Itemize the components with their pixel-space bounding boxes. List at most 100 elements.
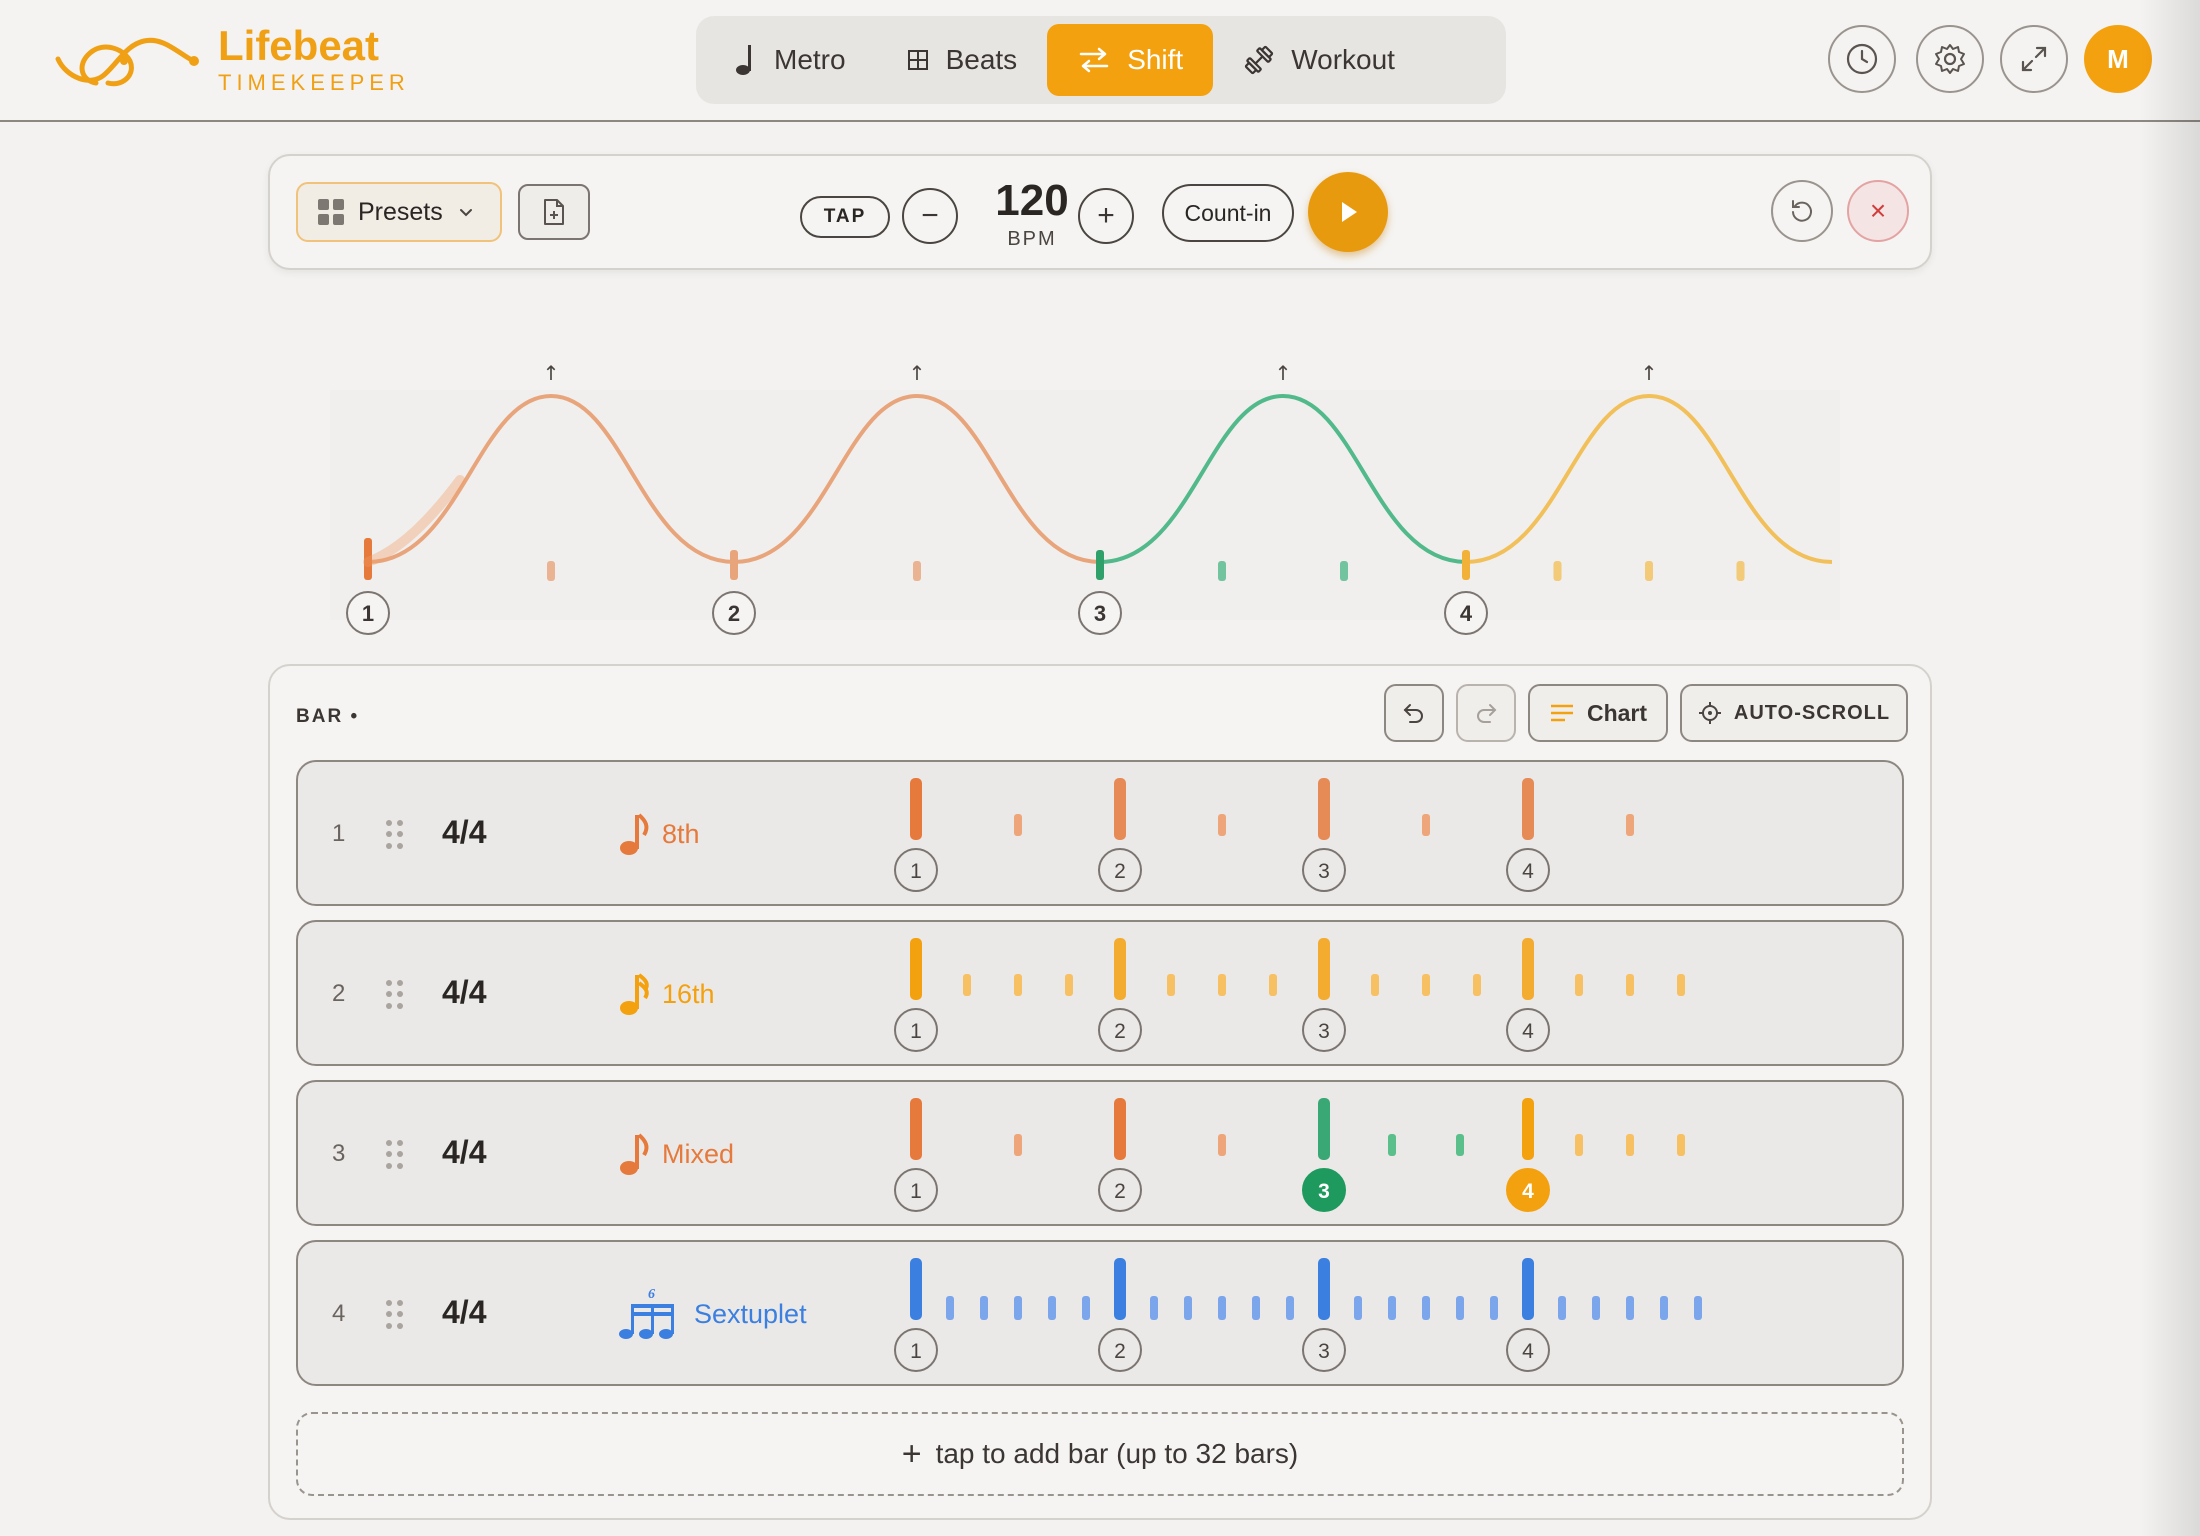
beat-tick[interactable] xyxy=(910,1258,922,1320)
sub-tick[interactable] xyxy=(1490,1296,1498,1320)
sub-tick[interactable] xyxy=(1388,1134,1396,1156)
bpm-increase-button[interactable]: + xyxy=(1078,188,1134,244)
beat-tick[interactable] xyxy=(1318,938,1330,1000)
beat-tick[interactable] xyxy=(1114,778,1126,840)
beat-marker[interactable] xyxy=(1506,1328,1550,1372)
sub-tick[interactable] xyxy=(1626,1296,1634,1320)
sub-tick[interactable] xyxy=(1422,1296,1430,1320)
sub-tick[interactable] xyxy=(1354,1296,1362,1320)
sub-tick[interactable] xyxy=(1422,974,1430,996)
bar-row[interactable]: 2 4/4 16th 1 2 3 4 xyxy=(296,920,1904,1066)
beat-marker[interactable] xyxy=(1098,1168,1142,1212)
beat-marker[interactable] xyxy=(894,1168,938,1212)
count-in-button[interactable]: Count-in xyxy=(1162,184,1294,242)
sub-tick[interactable] xyxy=(1065,974,1073,996)
beat-tick[interactable] xyxy=(1114,1098,1126,1160)
sub-tick[interactable] xyxy=(1626,1134,1634,1156)
sub-tick[interactable] xyxy=(1456,1134,1464,1156)
app-logo[interactable]: Lifebeat TIMEKEEPER xyxy=(52,24,410,96)
beat-tick[interactable] xyxy=(910,778,922,840)
beat-marker[interactable] xyxy=(1302,1008,1346,1052)
time-signature[interactable]: 4/4 xyxy=(442,1134,487,1170)
sub-tick[interactable] xyxy=(1677,974,1685,996)
sub-tick[interactable] xyxy=(1014,814,1022,836)
save-preset-button[interactable] xyxy=(518,184,590,240)
undo-button[interactable] xyxy=(1384,684,1444,742)
drag-handle-icon[interactable] xyxy=(386,980,404,1010)
sub-tick[interactable] xyxy=(1575,974,1583,996)
beat-tick[interactable] xyxy=(1318,1098,1330,1160)
beat-tick[interactable] xyxy=(910,938,922,1000)
sub-tick[interactable] xyxy=(1626,814,1634,836)
subdivision-selector[interactable]: Mixed xyxy=(618,1126,734,1182)
sub-tick[interactable] xyxy=(1252,1296,1260,1320)
drag-handle-icon[interactable] xyxy=(386,820,404,850)
sub-tick[interactable] xyxy=(1184,1296,1192,1320)
drag-handle-icon[interactable] xyxy=(386,1300,404,1330)
close-button[interactable]: × xyxy=(1847,180,1909,242)
sub-tick[interactable] xyxy=(1677,1134,1685,1156)
tap-tempo-button[interactable]: TAP xyxy=(800,196,890,238)
sub-tick[interactable] xyxy=(1456,1296,1464,1320)
sub-tick[interactable] xyxy=(1014,1296,1022,1320)
sub-tick[interactable] xyxy=(946,1296,954,1320)
sub-tick[interactable] xyxy=(1575,1134,1583,1156)
sub-tick[interactable] xyxy=(1694,1296,1702,1320)
bpm-decrease-button[interactable]: − xyxy=(902,188,958,244)
sub-tick[interactable] xyxy=(1082,1296,1090,1320)
history-button[interactable] xyxy=(1828,25,1896,93)
beat-marker[interactable] xyxy=(1506,1168,1550,1212)
beat-tick[interactable] xyxy=(1114,1258,1126,1320)
sub-tick[interactable] xyxy=(1218,1296,1226,1320)
sub-tick[interactable] xyxy=(1014,974,1022,996)
add-bar-button[interactable]: + tap to add bar (up to 32 bars) xyxy=(296,1412,1904,1496)
bar-row[interactable]: 3 4/4 Mixed 1 2 3 4 xyxy=(296,1080,1904,1226)
beat-tick[interactable] xyxy=(1318,1258,1330,1320)
bar-row[interactable]: 4 4/4 6 Sextuplet 1 2 3 4 xyxy=(296,1240,1904,1386)
sub-tick[interactable] xyxy=(1473,974,1481,996)
sub-tick[interactable] xyxy=(1626,974,1634,996)
beat-tick[interactable] xyxy=(1318,778,1330,840)
tab-shift[interactable]: Shift xyxy=(1047,24,1214,96)
time-signature[interactable]: 4/4 xyxy=(442,814,487,850)
beat-marker[interactable] xyxy=(1506,848,1550,892)
auto-scroll-button[interactable]: AUTO-SCROLL xyxy=(1680,684,1908,742)
beat-marker[interactable] xyxy=(1098,1008,1142,1052)
user-avatar[interactable]: M xyxy=(2084,25,2152,93)
beat-marker[interactable] xyxy=(1302,848,1346,892)
sub-tick[interactable] xyxy=(1218,814,1226,836)
presets-dropdown[interactable]: Presets xyxy=(296,182,502,242)
sub-tick[interactable] xyxy=(1269,974,1277,996)
beat-marker[interactable] xyxy=(1506,1008,1550,1052)
subdivision-selector[interactable]: 8th xyxy=(618,806,700,862)
beat-marker[interactable] xyxy=(894,848,938,892)
time-signature[interactable]: 4/4 xyxy=(442,974,487,1010)
settings-button[interactable] xyxy=(1916,25,1984,93)
sub-tick[interactable] xyxy=(1660,1296,1668,1320)
sub-tick[interactable] xyxy=(1167,974,1175,996)
tab-workout[interactable]: Workout xyxy=(1213,24,1425,96)
beat-tick[interactable] xyxy=(910,1098,922,1160)
tab-beats[interactable]: Beats xyxy=(876,24,1048,96)
beat-tick[interactable] xyxy=(1522,778,1534,840)
drag-handle-icon[interactable] xyxy=(386,1140,404,1170)
sub-tick[interactable] xyxy=(1371,974,1379,996)
sub-tick[interactable] xyxy=(1218,974,1226,996)
bar-row[interactable]: 1 4/4 8th 1 2 3 4 xyxy=(296,760,1904,906)
beat-marker[interactable] xyxy=(1098,1328,1142,1372)
sub-tick[interactable] xyxy=(980,1296,988,1320)
beat-marker[interactable] xyxy=(1098,848,1142,892)
beat-marker[interactable] xyxy=(1302,1168,1346,1212)
sub-tick[interactable] xyxy=(963,974,971,996)
sub-tick[interactable] xyxy=(1014,1134,1022,1156)
sub-tick[interactable] xyxy=(1048,1296,1056,1320)
sub-tick[interactable] xyxy=(1558,1296,1566,1320)
beat-tick[interactable] xyxy=(1522,1258,1534,1320)
time-signature[interactable]: 4/4 xyxy=(442,1294,487,1330)
beat-tick[interactable] xyxy=(1522,938,1534,1000)
chart-view-button[interactable]: Chart xyxy=(1528,684,1668,742)
sub-tick[interactable] xyxy=(1592,1296,1600,1320)
redo-button[interactable] xyxy=(1456,684,1516,742)
beat-marker[interactable] xyxy=(894,1328,938,1372)
beat-tick[interactable] xyxy=(1522,1098,1534,1160)
